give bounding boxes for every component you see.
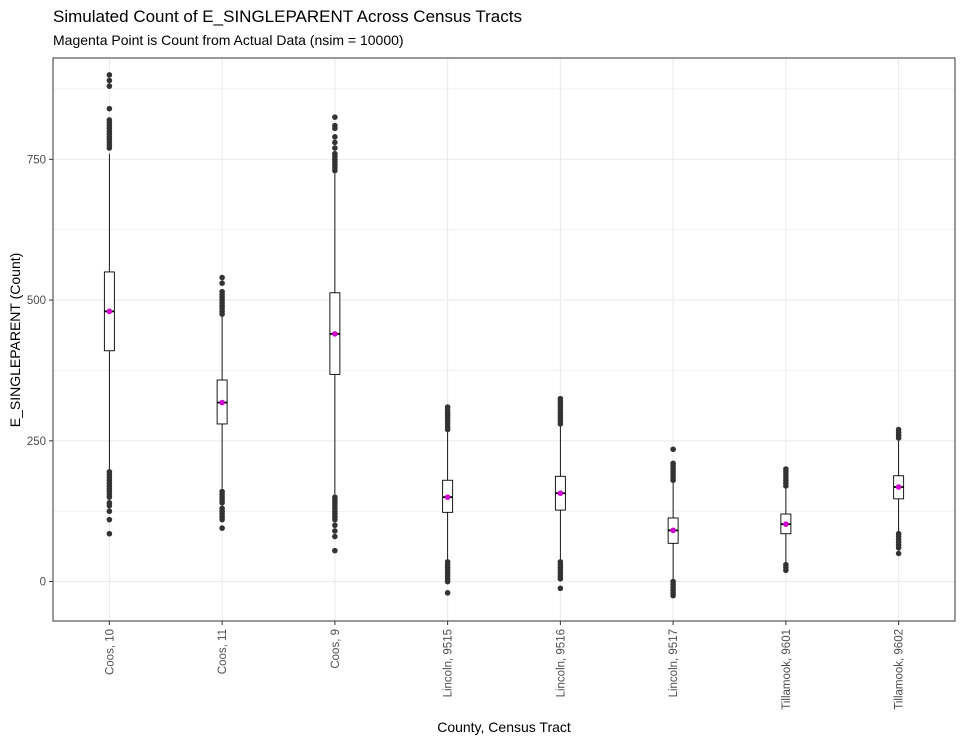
box-group [442, 404, 454, 596]
outlier-point [332, 122, 338, 129]
grid-lines [53, 58, 955, 621]
outlier-point [557, 585, 564, 592]
x-tick-label: Tillamook, 9601 [781, 629, 793, 710]
outlier-point [783, 466, 789, 472]
panel-border [52, 57, 956, 622]
outlier-point [106, 83, 113, 89]
y-axis-title: E_SINGLEPARENT (Count) [7, 253, 23, 428]
x-tick-label: Lincoln, 9517 [668, 629, 680, 697]
outlier-point [444, 559, 451, 565]
chart-title: Simulated Count of E_SINGLEPARENT Across… [53, 7, 522, 26]
outlier-point [332, 533, 338, 540]
y-tick-label: 500 [27, 295, 46, 307]
actual-data-point [219, 399, 225, 406]
outlier-point [332, 528, 338, 534]
y-tick-label: 0 [40, 577, 46, 589]
actual-data-point [106, 308, 113, 315]
x-tick-label: Tillamook, 9602 [894, 629, 906, 710]
actual-data-point [332, 331, 338, 337]
outlier-point [670, 578, 676, 585]
outlier-point [332, 494, 338, 500]
outlier-point [783, 561, 789, 568]
outlier-point [670, 446, 676, 453]
outlier-point [557, 395, 564, 402]
x-tick-label: Lincoln, 9516 [555, 629, 567, 697]
outlier-point [219, 525, 225, 531]
box-group [216, 274, 228, 531]
outlier-point [332, 134, 338, 140]
x-tick-label: Coos, 9 [330, 629, 342, 669]
outlier-point [332, 547, 338, 554]
outlier-point [219, 488, 225, 495]
outlier-point [219, 288, 225, 295]
actual-data-point [670, 527, 676, 534]
outlier-point [106, 508, 113, 515]
outlier-point [106, 72, 113, 78]
chart-subtitle: Magenta Point is Count from Actual Data … [53, 32, 404, 48]
box-group [554, 395, 566, 592]
outlier-point [106, 105, 113, 112]
outlier-point [332, 114, 338, 120]
outlier-point [444, 590, 451, 596]
outlier-point [106, 117, 113, 123]
outlier-point [332, 145, 338, 151]
outlier-point [895, 426, 902, 433]
box-group [667, 446, 679, 599]
outlier-point [332, 522, 338, 529]
outlier-point [895, 530, 902, 537]
box-group [329, 114, 341, 554]
outlier-point [219, 280, 225, 287]
box-group [103, 72, 115, 537]
outlier-point [219, 505, 225, 512]
outlier-point [106, 77, 113, 84]
outlier-point [332, 139, 338, 146]
x-tick-label: Coos, 10 [104, 629, 116, 675]
actual-data-point [444, 494, 451, 500]
outlier-point [106, 499, 113, 506]
actual-data-point [783, 521, 789, 527]
actual-data-point [557, 490, 564, 496]
outlier-point [106, 469, 113, 475]
x-tick-label: Coos, 11 [217, 629, 229, 674]
outlier-point [332, 150, 338, 157]
outlier-point [895, 550, 902, 557]
outlier-point [106, 516, 113, 523]
x-axis-title: County, Census Tract [437, 719, 571, 735]
boxes-layer [103, 72, 905, 599]
y-tick-label: 250 [27, 436, 46, 448]
outlier-point [444, 404, 451, 410]
actual-data-point [895, 484, 902, 490]
outlier-point [557, 559, 564, 565]
y-tick-label: 750 [27, 154, 46, 166]
outlier-point [670, 460, 676, 467]
outlier-point [219, 274, 225, 281]
box-group [780, 466, 792, 574]
outlier-point [106, 530, 113, 537]
x-axis: Coos, 10 Coos, 11 Coos, 9 Lincoln, 9515 Linc… [104, 621, 906, 710]
x-tick-label: Lincoln, 9515 [443, 629, 455, 697]
box-group [893, 426, 905, 557]
y-axis: 0 250 500 750 [27, 154, 53, 589]
